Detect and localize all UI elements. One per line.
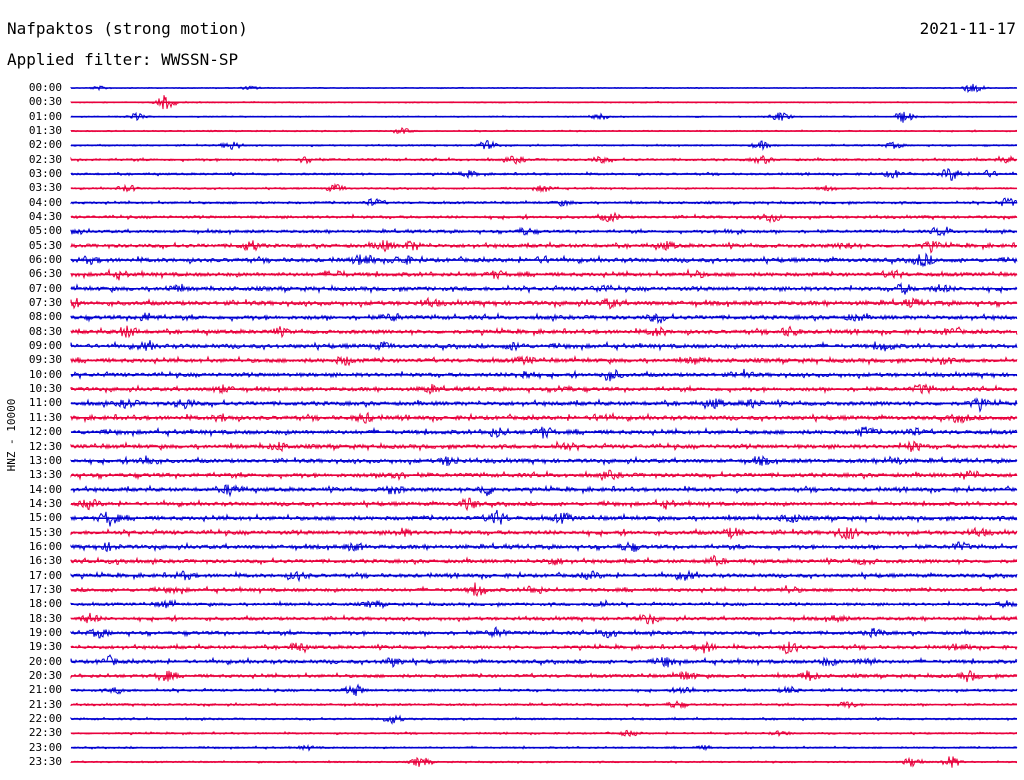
trace-line: [70, 397, 1018, 413]
time-label: 12:30: [28, 439, 62, 453]
time-label: 18:00: [28, 597, 62, 611]
time-label: 11:30: [28, 410, 62, 424]
time-label: 15:00: [28, 511, 62, 525]
trace-line: [70, 654, 1018, 668]
time-label: 00:30: [28, 95, 62, 109]
time-label: 07:30: [28, 296, 62, 310]
time-label: 11:00: [28, 396, 62, 410]
station-title: Nafpaktos (strong motion): [7, 19, 248, 38]
time-label: 19:00: [28, 625, 62, 639]
time-label: 09:00: [28, 339, 62, 353]
time-label: 05:00: [28, 224, 62, 238]
time-label: 13:30: [28, 468, 62, 482]
recording-date: 2021-11-17: [919, 19, 1016, 38]
time-label: 07:00: [28, 281, 62, 295]
time-label: 14:00: [28, 482, 62, 496]
time-label: 01:30: [28, 124, 62, 138]
time-label: 02:30: [28, 152, 62, 166]
time-label: 05:30: [28, 238, 62, 252]
trace-line: [70, 484, 1018, 498]
time-label: 23:30: [28, 754, 62, 768]
time-label: 18:30: [28, 611, 62, 625]
time-label: 17:00: [28, 568, 62, 582]
trace-line: [70, 612, 1018, 625]
time-label: 19:30: [28, 640, 62, 654]
time-label: 10:00: [28, 367, 62, 381]
time-label: 21:30: [28, 697, 62, 711]
time-label: 17:30: [28, 582, 62, 596]
time-label: 23:00: [28, 740, 62, 754]
time-label: 04:30: [28, 210, 62, 224]
trace-line: [70, 626, 1018, 639]
time-label: 22:00: [28, 711, 62, 725]
time-label: 22:30: [28, 726, 62, 740]
time-label: 10:30: [28, 382, 62, 396]
time-label: 06:00: [28, 253, 62, 267]
trace-line: [70, 426, 1018, 440]
time-label: 06:30: [28, 267, 62, 281]
time-label: 20:00: [28, 654, 62, 668]
time-label: 01:00: [28, 109, 62, 123]
time-label: 12:00: [28, 425, 62, 439]
time-label: 20:30: [28, 668, 62, 682]
time-label: 21:00: [28, 683, 62, 697]
time-label: 03:00: [28, 167, 62, 181]
time-label: 03:30: [28, 181, 62, 195]
trace-line: [70, 526, 1018, 541]
time-label: 04:00: [28, 195, 62, 209]
time-label: 09:30: [28, 353, 62, 367]
filter-label: Applied filter: WWSSN-SP: [7, 50, 239, 69]
time-label: 08:30: [28, 324, 62, 338]
time-label: 08:00: [28, 310, 62, 324]
time-label: 16:30: [28, 554, 62, 568]
time-label: 00:00: [28, 81, 62, 94]
trace-line: [70, 554, 1018, 567]
time-label: 13:00: [28, 453, 62, 467]
time-label: 14:30: [28, 496, 62, 510]
time-label: 16:00: [28, 539, 62, 553]
time-label: 15:30: [28, 525, 62, 539]
time-label: 02:00: [28, 138, 62, 152]
